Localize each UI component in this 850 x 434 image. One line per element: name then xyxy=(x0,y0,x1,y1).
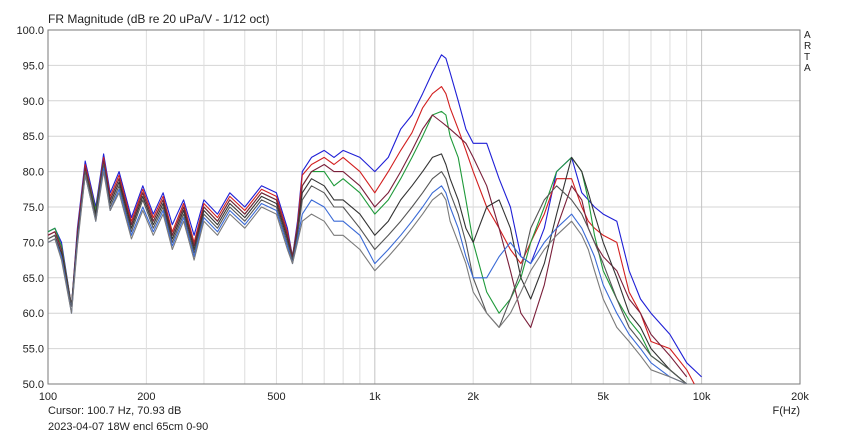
arta-brand-letter: A xyxy=(804,30,811,41)
cursor-readout: Cursor: 100.7 Hz, 70.93 dB xyxy=(48,405,181,417)
x-tick-label: 500 xyxy=(267,391,285,403)
y-tick-label: 65.0 xyxy=(23,273,44,285)
series-line xyxy=(48,163,688,384)
x-tick-label: 5k xyxy=(597,391,609,403)
series-line xyxy=(48,171,687,384)
arta-brand-letter: R xyxy=(804,41,811,52)
x-tick-label: 2k xyxy=(467,391,479,403)
series-lines xyxy=(48,54,702,384)
y-tick-label: 60.0 xyxy=(23,308,44,320)
series-line xyxy=(48,86,695,384)
series-line xyxy=(48,54,702,378)
y-tick-label: 50.0 xyxy=(23,379,44,391)
arta-brand-letter: A xyxy=(804,63,811,74)
series-line xyxy=(48,114,688,378)
y-tick-labels: 50.0 55.0 60.0 65.0 70.0 75.0 80.0 85.0 90.0 95.0… xyxy=(16,25,44,391)
y-tick-label: 90.0 xyxy=(23,96,44,108)
x-axis-label: F(Hz) xyxy=(773,405,801,417)
chart-title: FR Magnitude (dB re 20 uPa/V - 1/12 oct) xyxy=(48,12,269,26)
plot-grid xyxy=(48,29,800,385)
arta-brand-letter: T xyxy=(804,52,810,63)
series-line xyxy=(48,167,687,384)
y-tick-label: 80.0 xyxy=(23,167,44,179)
y-tick-label: 70.0 xyxy=(23,237,44,249)
y-tick-label: 55.0 xyxy=(23,344,44,356)
y-tick-label: 95.0 xyxy=(23,60,44,72)
measurement-note: 2023-04-07 18W encl 65cm 0-90 xyxy=(48,421,208,433)
x-tick-labels: 100 200 500 1k 2k 5k 10k 20k xyxy=(39,391,810,403)
x-tick-label: 10k xyxy=(693,391,711,403)
y-tick-label: 75.0 xyxy=(23,202,44,214)
y-tick-label: 85.0 xyxy=(23,131,44,143)
x-tick-label: 1k xyxy=(369,391,381,403)
x-tick-label: 200 xyxy=(137,391,155,403)
x-tick-label: 100 xyxy=(39,391,57,403)
y-tick-label: 100.0 xyxy=(16,25,44,37)
series-line xyxy=(48,153,688,384)
plot-frame xyxy=(47,29,801,385)
x-tick-label: 20k xyxy=(791,391,809,403)
